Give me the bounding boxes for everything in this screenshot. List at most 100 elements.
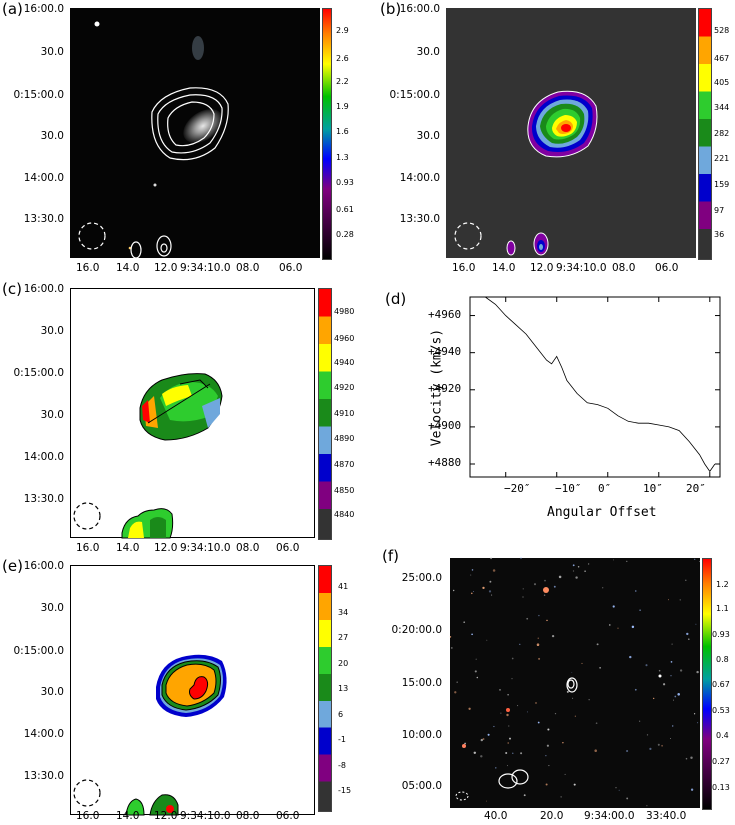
star <box>547 728 550 731</box>
star <box>546 744 549 747</box>
colorbar-tick: 0.13 <box>712 783 730 792</box>
star <box>686 632 689 636</box>
star <box>537 645 539 646</box>
colorbar-tick: 2.9 <box>336 26 349 35</box>
star <box>535 702 537 704</box>
star <box>523 794 526 797</box>
star <box>480 738 483 742</box>
panel-b-label: (b) <box>380 0 402 18</box>
star <box>511 678 513 680</box>
colorbar-tick: 1.9 <box>336 102 349 111</box>
x-tick: 14.0 <box>116 810 140 822</box>
star <box>631 625 635 629</box>
star <box>546 619 548 622</box>
y-tick: 13:30.0 <box>23 213 64 225</box>
star <box>646 734 649 736</box>
colorbar-tick: 405 <box>714 78 730 87</box>
x-tick: 06.0 <box>655 262 679 274</box>
star <box>505 751 508 755</box>
star <box>487 733 490 736</box>
star <box>509 737 511 740</box>
colorbar-tick: 0.93 <box>336 178 354 187</box>
colorbar-tick: 221 <box>714 154 730 163</box>
colorbar-tick: 0.93 <box>712 630 730 639</box>
panel-c-overlay <box>73 373 223 539</box>
colorbar-tick: 4980 <box>334 307 355 316</box>
star <box>537 637 539 639</box>
colorbar-tick: 1.3 <box>336 153 349 162</box>
star <box>545 783 548 786</box>
y-tick: +4960 <box>428 308 462 321</box>
colorbar-tick: 0.61 <box>336 205 354 214</box>
x-tick: 12.0 <box>154 542 178 554</box>
panel-d-xlabel: Angular Offset <box>547 505 657 520</box>
star <box>688 638 690 640</box>
colorbar-tick: 528 <box>714 26 730 35</box>
star <box>480 755 483 758</box>
star <box>671 725 674 727</box>
colorbar-tick: 4850 <box>334 486 355 495</box>
star <box>671 643 673 645</box>
colorbar-tick: 6 <box>338 710 344 719</box>
star <box>574 715 576 717</box>
y-tick: +4900 <box>428 419 462 432</box>
panel-f-label: (f) <box>382 547 399 565</box>
y-tick: +4920 <box>428 382 462 395</box>
x-tick: 14.0 <box>116 262 140 274</box>
star <box>699 561 701 562</box>
star <box>449 636 452 638</box>
star <box>506 713 509 717</box>
y-tick: 30.0 <box>416 130 440 142</box>
colorbar-tick: 34 <box>338 608 349 617</box>
star <box>506 765 509 767</box>
y-tick: 30.0 <box>40 46 64 58</box>
star <box>548 765 550 767</box>
y-tick: 10:00.0 <box>401 729 442 741</box>
colorbar-tick: 0.4 <box>716 731 729 740</box>
y-tick: 0:15:00.0 <box>13 89 65 101</box>
y-tick: 16:00.0 <box>23 3 64 15</box>
star <box>470 574 472 576</box>
star <box>690 756 693 759</box>
star <box>679 669 683 672</box>
star <box>463 621 466 624</box>
y-tick: 0:15:00.0 <box>389 89 441 101</box>
colorbar-tick: 0.28 <box>336 230 354 239</box>
star <box>649 747 652 751</box>
x-tick: 06.0 <box>279 262 303 274</box>
star <box>493 725 495 728</box>
x-tick: 0″ <box>598 482 612 495</box>
colorbar-tick: 0.8 <box>716 655 729 664</box>
star <box>454 691 457 694</box>
x-tick: 9:34:10.0 <box>180 810 231 822</box>
x-tick: 40.0 <box>484 810 508 822</box>
star <box>572 570 575 572</box>
colorbar-tick: 4920 <box>334 383 355 392</box>
star <box>489 580 492 583</box>
x-tick: 16.0 <box>76 262 100 274</box>
star <box>511 657 514 660</box>
star <box>564 773 566 775</box>
star <box>661 744 664 747</box>
star <box>573 783 576 786</box>
star <box>677 693 680 696</box>
panel-d-chart <box>469 296 721 478</box>
x-tick: 9:34:00.0 <box>584 810 635 822</box>
star <box>673 699 674 701</box>
star <box>538 657 541 660</box>
star <box>588 699 590 701</box>
star <box>473 751 477 755</box>
panel-c-colorbar <box>318 288 332 540</box>
star <box>685 579 687 582</box>
panel-e-label: (e) <box>2 557 23 575</box>
colorbar-tick: 282 <box>714 129 730 138</box>
star <box>572 697 574 699</box>
star <box>613 559 615 561</box>
star <box>554 712 557 715</box>
star <box>545 755 547 757</box>
colorbar-tick: 4870 <box>334 460 355 469</box>
y-tick: 16:00.0 <box>399 3 440 15</box>
colorbar-tick: 1.2 <box>716 580 729 589</box>
colorbar-tick: 4940 <box>334 358 355 367</box>
star <box>522 588 524 590</box>
